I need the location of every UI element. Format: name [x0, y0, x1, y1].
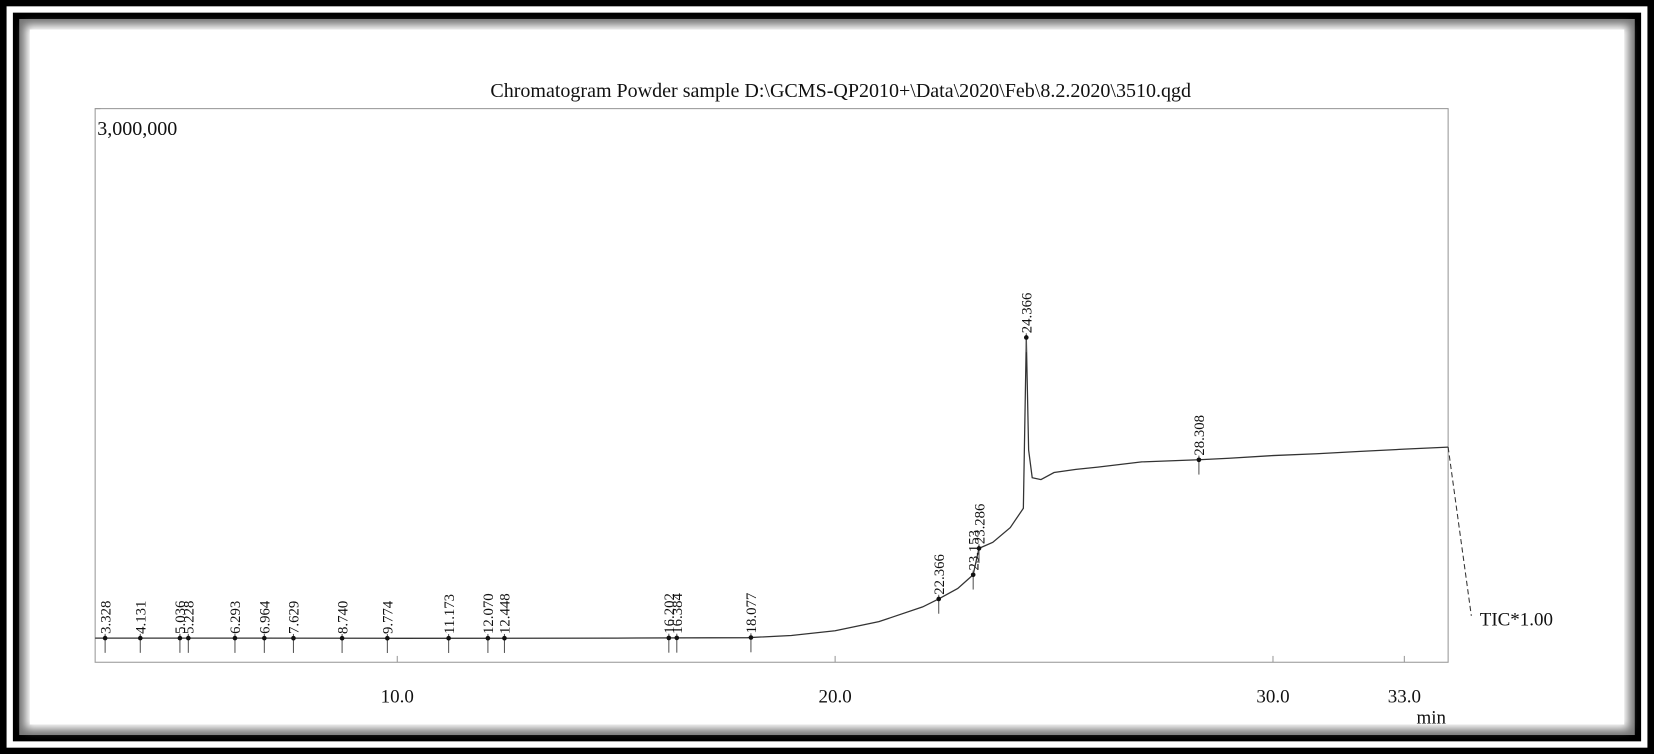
peak-label: 4.131	[134, 601, 150, 634]
chart-area	[29, 29, 1625, 725]
peak-label: 23.286	[972, 504, 988, 545]
x-axis-label: min	[1416, 707, 1446, 728]
peak-label: 22.366	[932, 554, 948, 595]
x-tick-label: 10.0	[381, 686, 414, 707]
peak-dot	[666, 635, 672, 641]
peak-dot	[936, 596, 942, 602]
peak-dot	[137, 635, 143, 641]
peak-label: 18.077	[744, 593, 760, 634]
chart-title: Chromatogram Powder sample D:\GCMS-QP201…	[490, 80, 1191, 102]
peak-label: 16.384	[670, 593, 686, 634]
peak-label: 24.366	[1020, 293, 1036, 334]
peak-dot	[102, 635, 108, 641]
signal-drop	[1447, 447, 1472, 616]
peak-label: 28.308	[1192, 415, 1208, 456]
peak-dot	[339, 635, 345, 641]
peak-dot	[262, 635, 267, 641]
peak-dot	[502, 635, 507, 641]
peak-dot	[446, 635, 451, 641]
peak-dot	[177, 635, 183, 641]
peak-dot	[1196, 457, 1202, 463]
peak-dot	[976, 546, 982, 551]
trace	[95, 337, 1449, 639]
peak-label: 12.448	[498, 593, 514, 634]
peak-label: 5.228	[182, 601, 198, 634]
peak-dot	[186, 635, 191, 641]
peak-label: 16.202	[662, 593, 678, 634]
peak-label: 3.328	[98, 601, 114, 634]
peak-dot	[674, 635, 680, 641]
peak-label: 23.153	[966, 530, 982, 571]
x-tick-label: 30.0	[1256, 686, 1289, 707]
signal-label: TIC*1.00	[1480, 609, 1553, 630]
peak-label: 9.774	[381, 600, 397, 634]
peak-label: 5.036	[173, 601, 189, 634]
peak-dot	[385, 635, 390, 641]
peak-label: 6.293	[228, 601, 244, 634]
peak-label: 6.964	[258, 600, 274, 634]
y-tick-label: 3,000,000	[97, 118, 177, 140]
peak-label: 12.070	[481, 593, 497, 634]
peak-label: 8.740	[335, 601, 351, 634]
peak-dot	[1023, 335, 1029, 340]
peak-label: 11.173	[442, 594, 458, 634]
peak-dot	[970, 572, 976, 578]
peak-dot	[291, 635, 296, 641]
x-tick-label: 20.0	[819, 686, 852, 707]
peak-dot	[748, 635, 754, 640]
x-tick-label: 33.0	[1388, 686, 1421, 707]
plot-frame	[94, 108, 1449, 663]
peak-dot	[485, 635, 491, 641]
peak-dot	[232, 635, 238, 641]
peak-label: 7.629	[287, 601, 303, 634]
